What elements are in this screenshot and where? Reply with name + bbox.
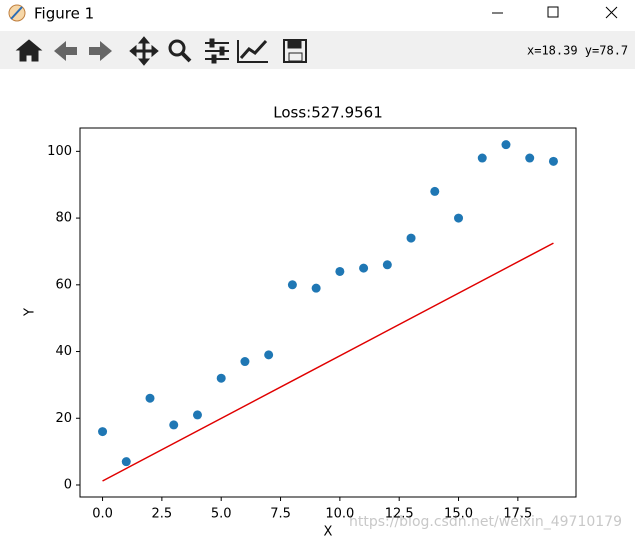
chart-title: Loss:527.9561 (273, 104, 383, 122)
x-tick-label: 12.5 (385, 507, 414, 522)
x-tick-label: 10.0 (325, 507, 354, 522)
edit-axis-button[interactable] (237, 39, 268, 63)
x-tick-label: 0.0 (92, 507, 113, 522)
x-tick-label: 2.5 (152, 507, 173, 522)
app-icon (8, 4, 26, 22)
data-point (145, 393, 155, 403)
data-point (382, 260, 392, 270)
pan-button[interactable] (129, 36, 159, 66)
fit-line (102, 242, 554, 482)
back-button[interactable] (54, 41, 77, 61)
data-point (264, 350, 274, 360)
data-point (548, 156, 558, 166)
data-point (501, 140, 511, 150)
x-tick-label: 7.5 (270, 507, 291, 522)
data-point (454, 213, 464, 223)
close-button[interactable] (605, 6, 618, 19)
data-point (240, 357, 250, 367)
x-tick-label: 17.5 (503, 507, 532, 522)
data-point (311, 283, 321, 293)
zoom-button[interactable] (168, 39, 192, 63)
save-button[interactable] (283, 39, 307, 63)
y-tick-label: 20 (55, 411, 72, 426)
x-axis-label: X (324, 525, 333, 540)
watermark: https://blog.csdn.net/weixin_49710179 (349, 514, 622, 530)
data-point (359, 263, 369, 273)
maximize-button[interactable] (547, 6, 559, 18)
cursor-coordinates: x=18.39 y=78.7 (527, 44, 628, 58)
x-tick-label: 5.0 (211, 507, 232, 522)
axes-frame (79, 127, 577, 498)
y-tick-label: 0 (64, 477, 72, 492)
y-axis-label: Y (23, 308, 38, 317)
y-tick-label: 80 (55, 211, 72, 226)
configure-button[interactable] (205, 38, 229, 64)
forward-button[interactable] (89, 41, 112, 61)
data-point (98, 427, 108, 437)
data-point (430, 186, 440, 196)
home-button[interactable] (15, 39, 43, 62)
data-point (335, 266, 345, 276)
data-point (216, 373, 226, 383)
window-title: Figure 1 (34, 5, 94, 23)
y-tick-label: 40 (55, 344, 72, 359)
x-tick-label: 15.0 (444, 507, 473, 522)
y-tick-label: 60 (55, 277, 72, 292)
y-tick-label: 100 (47, 144, 72, 159)
data-point (287, 280, 297, 290)
title-bar (0, 0, 635, 27)
data-point (406, 233, 416, 243)
data-point (477, 153, 487, 163)
data-point (192, 410, 202, 420)
data-point (121, 457, 131, 467)
data-point (169, 420, 179, 430)
data-point (525, 153, 535, 163)
